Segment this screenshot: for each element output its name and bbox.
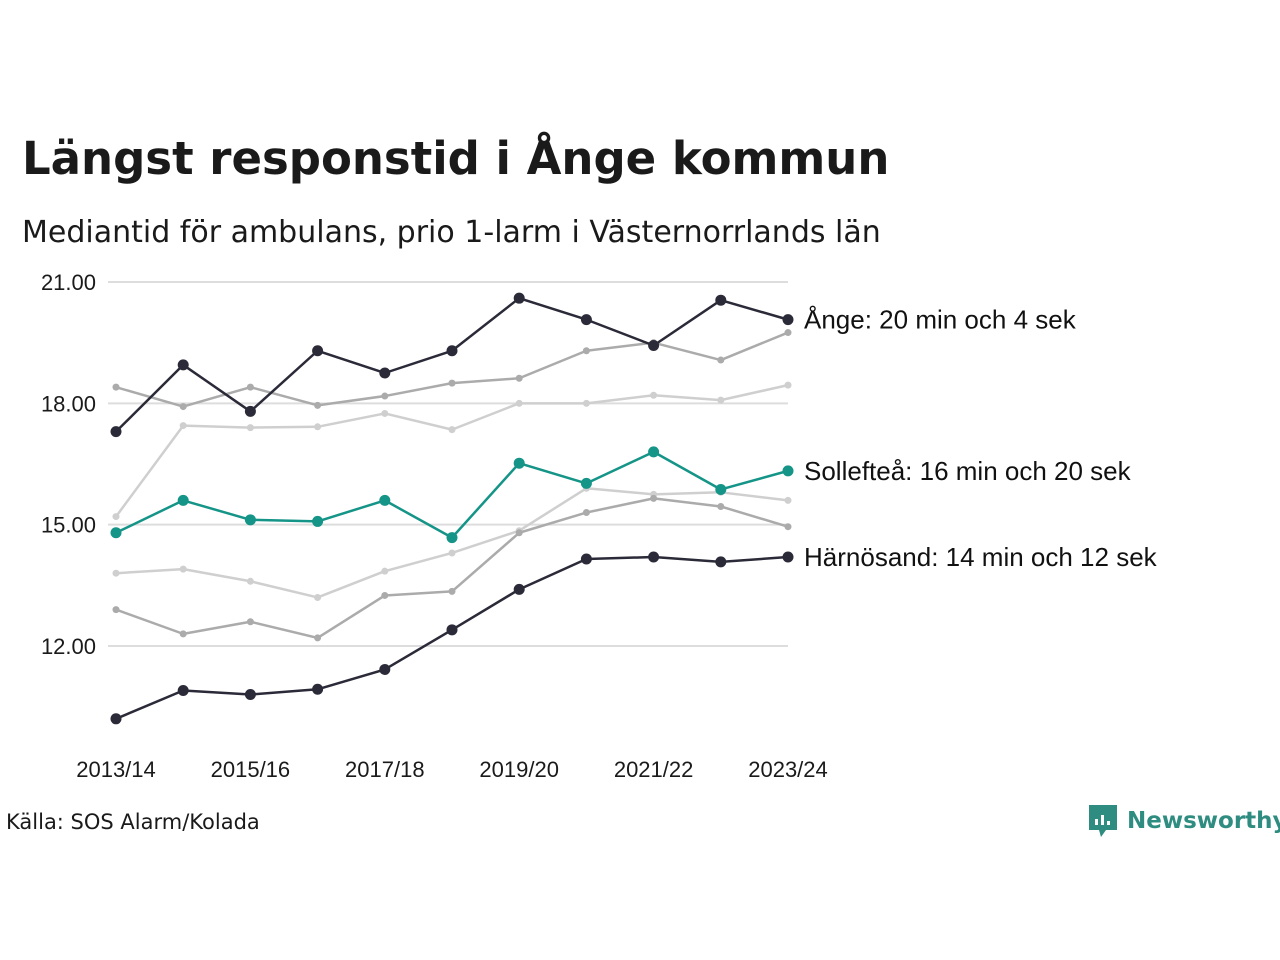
data-point [314,401,322,409]
data-point [177,684,189,696]
data-point [314,634,322,642]
data-point [448,426,456,434]
data-point [448,587,456,595]
data-point [110,426,122,438]
chart-title: Längst responstid i Ånge kommun [22,132,890,185]
brand-logo[interactable]: Newsworthy [1087,803,1280,839]
data-point [314,593,322,601]
data-point [381,409,389,417]
data-point [110,527,122,539]
data-point [112,513,120,521]
data-point [515,399,523,407]
series-line [115,555,789,720]
data-point [246,383,254,391]
data-point [110,713,122,725]
series-line [114,383,789,518]
data-point [717,502,725,510]
data-point [784,523,792,531]
data-point [112,606,120,614]
data-point [648,551,660,563]
data-point [112,569,120,577]
data-point [650,494,658,502]
data-point [715,294,727,306]
data-point [381,392,389,400]
data-point [784,381,792,389]
y-tick-label: 15.00 [41,513,96,538]
data-point [784,496,792,504]
data-point [717,396,725,404]
series-label: Ånge: 20 min och 4 sek [804,305,1077,335]
data-point [784,329,792,337]
data-point [513,457,525,469]
data-point [246,618,254,626]
data-point [112,383,120,391]
data-point [582,347,590,355]
data-point [580,553,592,565]
data-point [782,551,794,563]
data-point [381,567,389,575]
data-point [312,345,324,357]
data-point [244,689,256,701]
x-tick-label: 2015/16 [211,757,291,782]
chart-subtitle: Mediantid för ambulans, prio 1-larm i Vä… [22,215,881,250]
data-point [179,422,187,430]
brand-name: Newsworthy [1127,808,1280,834]
data-point [650,391,658,399]
data-point [715,556,727,568]
data-point [582,509,590,517]
y-tick-label: 12.00 [41,634,96,659]
data-point [446,345,458,357]
x-tick-label: 2023/24 [748,757,828,782]
data-point [515,529,523,537]
series-label: Härnösand: 14 min och 12 sek [804,542,1158,572]
data-point [648,446,660,458]
x-tick-label: 2017/18 [345,757,425,782]
data-point [715,483,727,495]
data-point [648,339,660,351]
data-point [179,565,187,573]
data-point [446,624,458,636]
source-note: Källa: SOS Alarm/Kolada [6,810,260,834]
data-point [244,514,256,526]
data-point [448,379,456,387]
data-point [179,403,187,411]
data-point [580,477,592,489]
data-point [580,314,592,326]
data-point [582,399,590,407]
data-point [717,356,725,364]
data-point [312,683,324,695]
data-point [448,549,456,557]
data-point [312,515,324,527]
data-point [381,591,389,599]
data-point [177,494,189,506]
data-point [782,314,794,326]
data-point [513,292,525,304]
data-point [246,577,254,585]
data-point [177,359,189,371]
x-tick-label: 2019/20 [479,757,559,782]
data-point [179,630,187,638]
series-line [115,497,789,640]
data-point [244,405,256,417]
data-point [515,374,523,382]
x-tick-label: 2021/22 [614,757,694,782]
newsworthy-logo-icon [1089,805,1117,837]
data-point [379,367,391,379]
data-point [782,465,794,477]
y-tick-label: 21.00 [41,270,96,295]
series-label: Sollefteå: 16 min och 20 sek [804,456,1132,486]
data-point [379,494,391,506]
data-point [446,532,458,544]
data-point [379,663,391,675]
series-line [115,296,789,433]
x-tick-label: 2013/14 [76,757,156,782]
data-point [513,583,525,595]
data-point [246,424,254,432]
y-tick-label: 18.00 [41,391,96,416]
data-point [314,423,322,431]
series-line [115,331,789,408]
